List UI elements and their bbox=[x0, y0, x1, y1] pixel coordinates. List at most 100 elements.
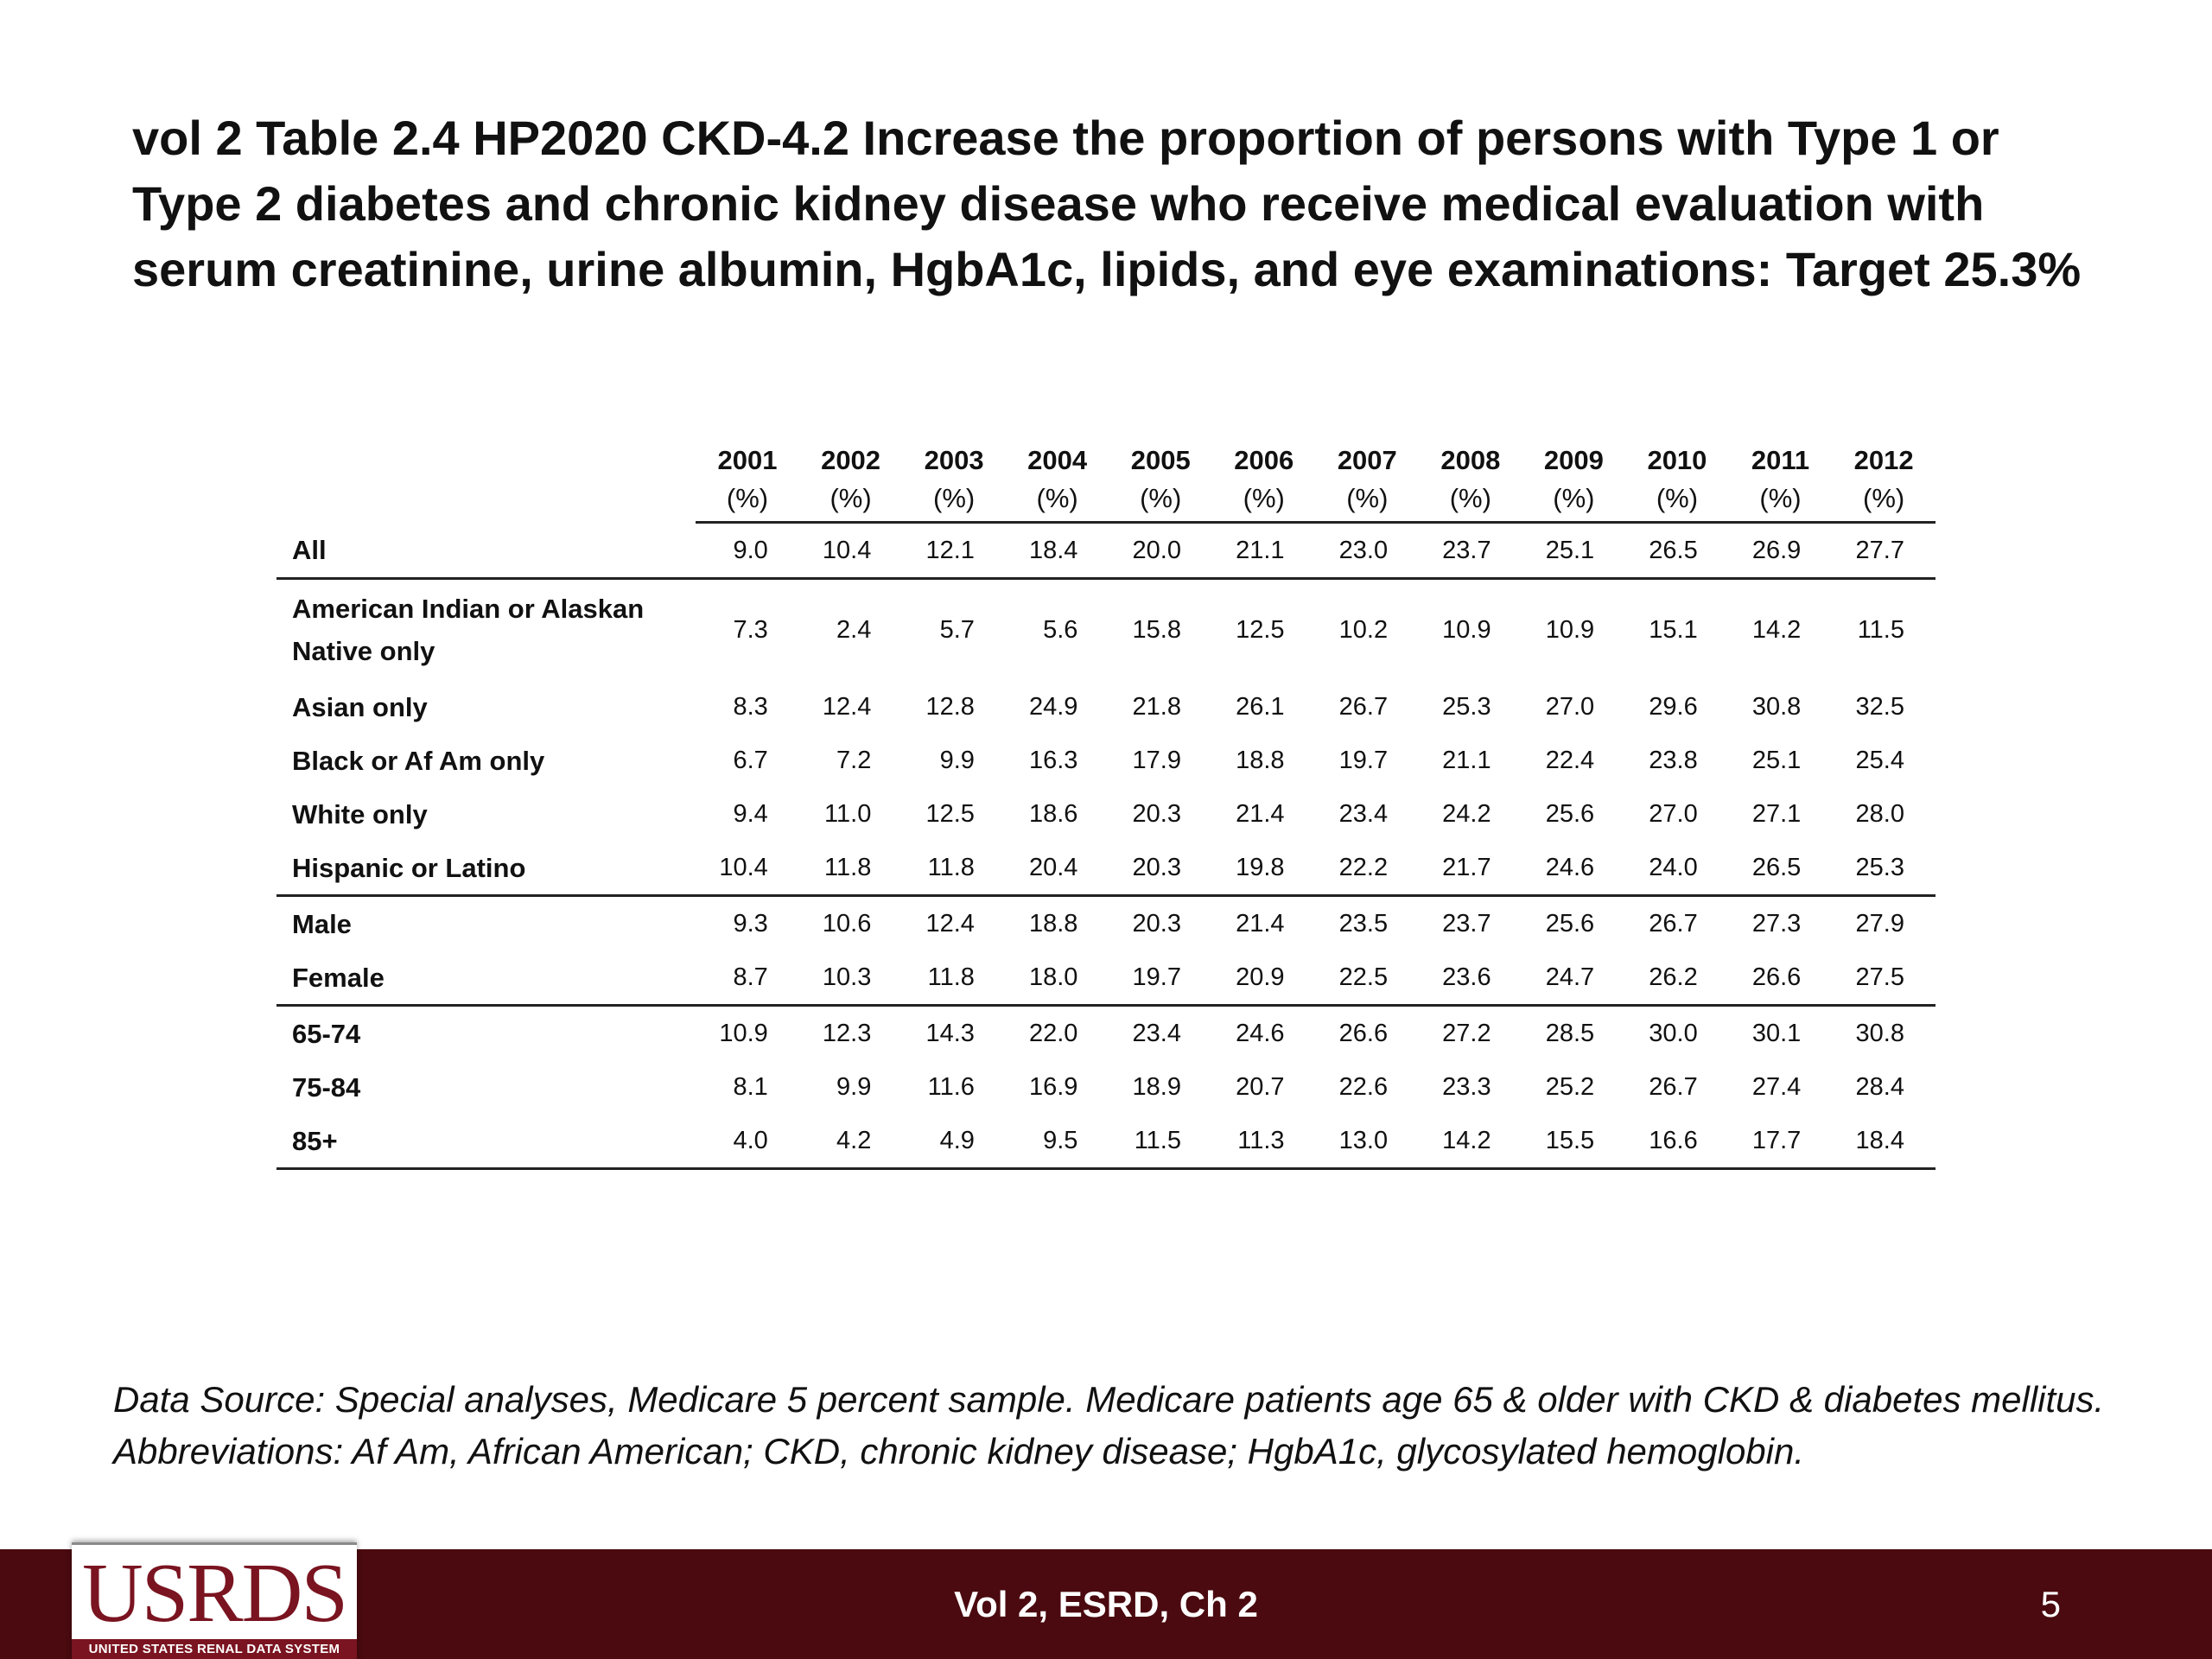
table-cell: 22.0 bbox=[1028, 1019, 1078, 1047]
year-header: 2012 bbox=[1853, 445, 1914, 475]
table-cell: 10.3 bbox=[798, 950, 903, 1007]
unit-header: (%) bbox=[1005, 476, 1109, 524]
table-cell: 28.4 bbox=[1855, 1072, 1904, 1101]
table-cell: 11.8 bbox=[902, 841, 1006, 897]
header-row-units: (%) (%) (%) (%) (%) (%) (%) (%) (%) (%) … bbox=[276, 476, 1936, 524]
slide-title: vol 2 Table 2.4 HP2020 CKD-4.2 Increase … bbox=[132, 111, 2082, 296]
header-blank bbox=[276, 476, 696, 523]
table-cell: 23.7 bbox=[1442, 909, 1491, 938]
row-label: 85+ bbox=[276, 1114, 696, 1170]
table-cell: 18.4 bbox=[1832, 1114, 1936, 1170]
usrds-logo: USRDS UNITED STATES RENAL DATA SYSTEM bbox=[72, 1542, 357, 1659]
table-cell: 21.1 bbox=[1442, 746, 1491, 774]
logo-subtitle: UNITED STATES RENAL DATA SYSTEM bbox=[72, 1639, 357, 1659]
table-cell: 27.4 bbox=[1751, 1072, 1802, 1101]
table-cell: 7.2 bbox=[836, 746, 872, 774]
table-cell: 23.6 bbox=[1419, 950, 1522, 1007]
year-header: 2005 bbox=[1130, 445, 1191, 475]
table-cell: 9.5 bbox=[1005, 1114, 1109, 1170]
unit-header: (%) bbox=[1315, 476, 1420, 524]
table-cell: 14.3 bbox=[925, 1019, 975, 1047]
table-cell: 26.9 bbox=[1728, 522, 1833, 580]
table-cell: 20.7 bbox=[1236, 1072, 1285, 1101]
table-cell: 18.9 bbox=[1132, 1072, 1181, 1101]
table-cell: 8.1 bbox=[733, 1072, 768, 1101]
table-cell: 26.1 bbox=[1236, 692, 1285, 721]
table-cell: 26.7 bbox=[1649, 909, 1698, 938]
table-cell: 28.0 bbox=[1855, 799, 1904, 828]
table-cell: 21.8 bbox=[1132, 692, 1181, 721]
row-label: 65-74 bbox=[292, 1018, 361, 1049]
table-cell: 9.9 bbox=[939, 746, 975, 774]
table-cell: 12.8 bbox=[925, 692, 975, 721]
table-cell: 9.3 bbox=[733, 909, 768, 938]
footer-bar: Vol 2, ESRD, Ch 2 5 bbox=[0, 1549, 2212, 1659]
table-cell: 19.7 bbox=[1109, 950, 1212, 1007]
table-cell: 14.2 bbox=[1419, 1114, 1522, 1170]
logo-wordmark: USRDS bbox=[82, 1547, 348, 1640]
unit-header: (%) bbox=[1522, 476, 1626, 524]
table-cell: 22.2 bbox=[1315, 841, 1420, 897]
table-cell: 25.1 bbox=[1751, 746, 1802, 774]
unit-header: (%) bbox=[1728, 476, 1833, 524]
table-cell: 20.4 bbox=[1005, 841, 1109, 897]
table-cell: 27.5 bbox=[1832, 950, 1936, 1007]
table-cell: 4.9 bbox=[902, 1114, 1006, 1170]
table-cell: 27.2 bbox=[1442, 1019, 1491, 1047]
table-cell: 12.5 bbox=[1236, 615, 1285, 644]
table-cell: 6.7 bbox=[733, 746, 768, 774]
table-cell: 32.5 bbox=[1855, 692, 1904, 721]
table-cell: 11.5 bbox=[1109, 1114, 1212, 1170]
table-cell: 11.8 bbox=[798, 841, 903, 897]
table-row: White only 9.4 11.0 12.5 18.6 20.3 21.4 23.4 24.… bbox=[276, 787, 1936, 841]
table-row: American Indian or Alaskan Native only 7.… bbox=[276, 579, 1936, 681]
table-cell: 25.2 bbox=[1545, 1072, 1595, 1101]
table-cell: 30.1 bbox=[1751, 1019, 1802, 1047]
unit-header: (%) bbox=[1419, 476, 1522, 524]
year-header: 2007 bbox=[1337, 445, 1397, 475]
row-label: White only bbox=[292, 798, 428, 830]
table-cell: 22.4 bbox=[1545, 746, 1595, 774]
table-cell: 17.9 bbox=[1132, 746, 1181, 774]
row-label: All bbox=[276, 522, 696, 580]
table-cell: 27.3 bbox=[1751, 909, 1802, 938]
table-cell: 25.6 bbox=[1545, 799, 1595, 828]
table-cell: 10.9 bbox=[1442, 615, 1491, 644]
table-cell: 26.7 bbox=[1338, 692, 1389, 721]
table-cell: 27.9 bbox=[1855, 909, 1904, 938]
table-row: Hispanic or Latino 10.4 11.8 11.8 20.4 20.3 19… bbox=[276, 841, 1936, 897]
table-cell: 26.6 bbox=[1338, 1019, 1389, 1047]
table-cell: 23.5 bbox=[1338, 909, 1389, 938]
table-cell: 16.9 bbox=[1028, 1072, 1078, 1101]
table-cell: 18.8 bbox=[1236, 746, 1285, 774]
table-cell: 20.9 bbox=[1211, 950, 1316, 1007]
table-cell: 4.0 bbox=[696, 1114, 799, 1170]
table-cell: 10.9 bbox=[719, 1019, 768, 1047]
table-cell: 14.2 bbox=[1751, 615, 1802, 644]
table-cell: 15.1 bbox=[1649, 615, 1698, 644]
table-cell: 17.7 bbox=[1728, 1114, 1833, 1170]
table-cell: 21.1 bbox=[1211, 522, 1316, 580]
table-row: 85+ 4.0 4.2 4.9 9.5 11.5 11.3 13.0 14.2 15.5 16.6 1… bbox=[276, 1114, 1936, 1170]
header-blank bbox=[276, 428, 696, 476]
table-cell: 20.3 bbox=[1132, 909, 1181, 938]
table-cell: 23.7 bbox=[1419, 522, 1522, 580]
table-cell: 5.6 bbox=[1043, 615, 1078, 644]
table-cell: 10.4 bbox=[798, 522, 903, 580]
table-cell: 23.4 bbox=[1132, 1019, 1181, 1047]
table-cell: 18.8 bbox=[1028, 909, 1078, 938]
row-label: Male bbox=[292, 908, 352, 939]
table-cell: 25.1 bbox=[1522, 522, 1626, 580]
row-label: Female bbox=[276, 950, 696, 1007]
table-cell: 24.0 bbox=[1625, 841, 1729, 897]
row-label: Hispanic or Latino bbox=[276, 841, 696, 897]
table-cell: 30.8 bbox=[1751, 692, 1802, 721]
table-cell: 9.0 bbox=[696, 522, 799, 580]
year-header: 2009 bbox=[1543, 445, 1604, 475]
unit-header: (%) bbox=[1625, 476, 1729, 524]
table-cell: 8.7 bbox=[696, 950, 799, 1007]
table-cell: 26.5 bbox=[1728, 841, 1833, 897]
year-header: 2004 bbox=[1027, 445, 1088, 475]
unit-header: (%) bbox=[696, 476, 799, 524]
